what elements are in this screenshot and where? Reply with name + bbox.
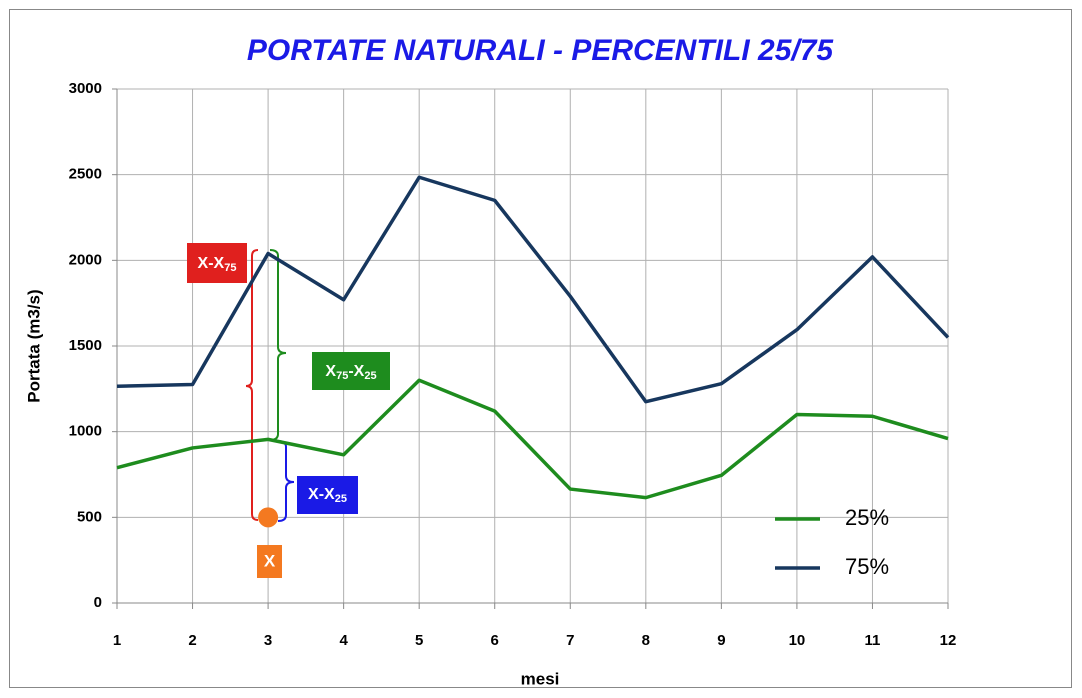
annotation-part: 75	[224, 262, 236, 274]
y-tick-label: 1500	[69, 337, 102, 354]
annotation: X-X25	[308, 486, 347, 505]
annotation-box	[312, 352, 390, 390]
brace	[245, 249, 259, 521]
line-series	[116, 378, 949, 500]
y-tick-label: 1000	[69, 423, 102, 440]
x-tick-label: 11	[865, 632, 881, 649]
x-tick-label: 2	[188, 632, 196, 649]
annotation: X75-X25	[325, 363, 376, 382]
x-tick-label: 5	[415, 632, 423, 649]
y-tick-label: 3000	[69, 80, 102, 97]
x-tick-label: 6	[491, 632, 499, 649]
annotation-part: X-X	[308, 486, 335, 503]
annotation: X-X75	[198, 255, 237, 274]
y-tick-label: 2500	[69, 166, 102, 183]
y-axis-title: Portata (m3/s)	[24, 289, 43, 402]
chart-border	[9, 9, 1072, 688]
annotation-part: 75	[336, 370, 348, 382]
x-tick-label: 8	[642, 632, 650, 649]
chart-title: PORTATE NATURALI - PERCENTILI 25/75	[247, 34, 834, 67]
legend-label: 75%	[845, 554, 889, 579]
y-tick-label: 500	[77, 508, 102, 525]
x-tick-label: 12	[940, 632, 957, 649]
annotation-part: 25	[335, 493, 347, 505]
annotation-box	[187, 243, 247, 283]
annotation-part: -X	[348, 363, 364, 380]
brace	[269, 249, 287, 441]
x-tick-label: 1	[113, 632, 121, 649]
x-tick-label: 7	[566, 632, 574, 649]
y-tick-label: 2000	[69, 251, 102, 268]
annotation-part: X	[325, 363, 336, 380]
x-tick-label: 9	[717, 632, 725, 649]
y-tick-label: 0	[94, 594, 102, 611]
x-axis-title: mesi	[521, 669, 560, 688]
point-label: X	[264, 551, 276, 570]
x-tick-label: 3	[264, 632, 272, 649]
annotation-box	[257, 545, 282, 578]
line-series	[116, 175, 950, 404]
point	[258, 507, 279, 528]
x-tick-label: 10	[789, 632, 806, 649]
legend-label: 25%	[845, 505, 889, 530]
annotation-box	[297, 476, 358, 514]
annotation-part: X-X	[198, 255, 225, 272]
annotation-part: 25	[364, 370, 376, 382]
x-tick-label: 4	[339, 632, 348, 649]
